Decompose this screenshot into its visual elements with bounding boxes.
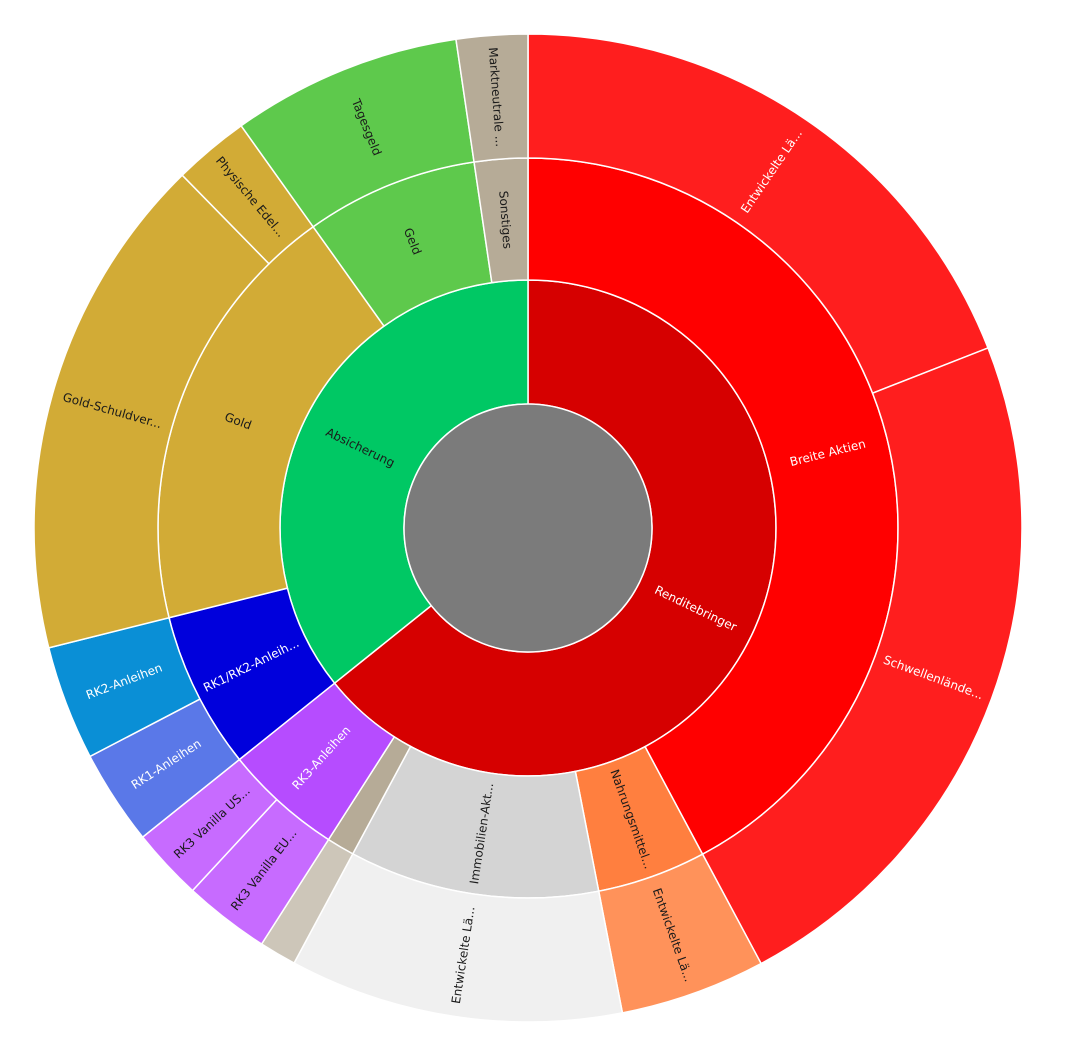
segment-markt[interactable] xyxy=(455,33,529,163)
segment-schw[interactable] xyxy=(701,346,1023,965)
center-circle xyxy=(403,403,653,653)
chart-segments xyxy=(33,33,1023,1023)
label-sonst_a: Sonstiges xyxy=(496,190,514,249)
